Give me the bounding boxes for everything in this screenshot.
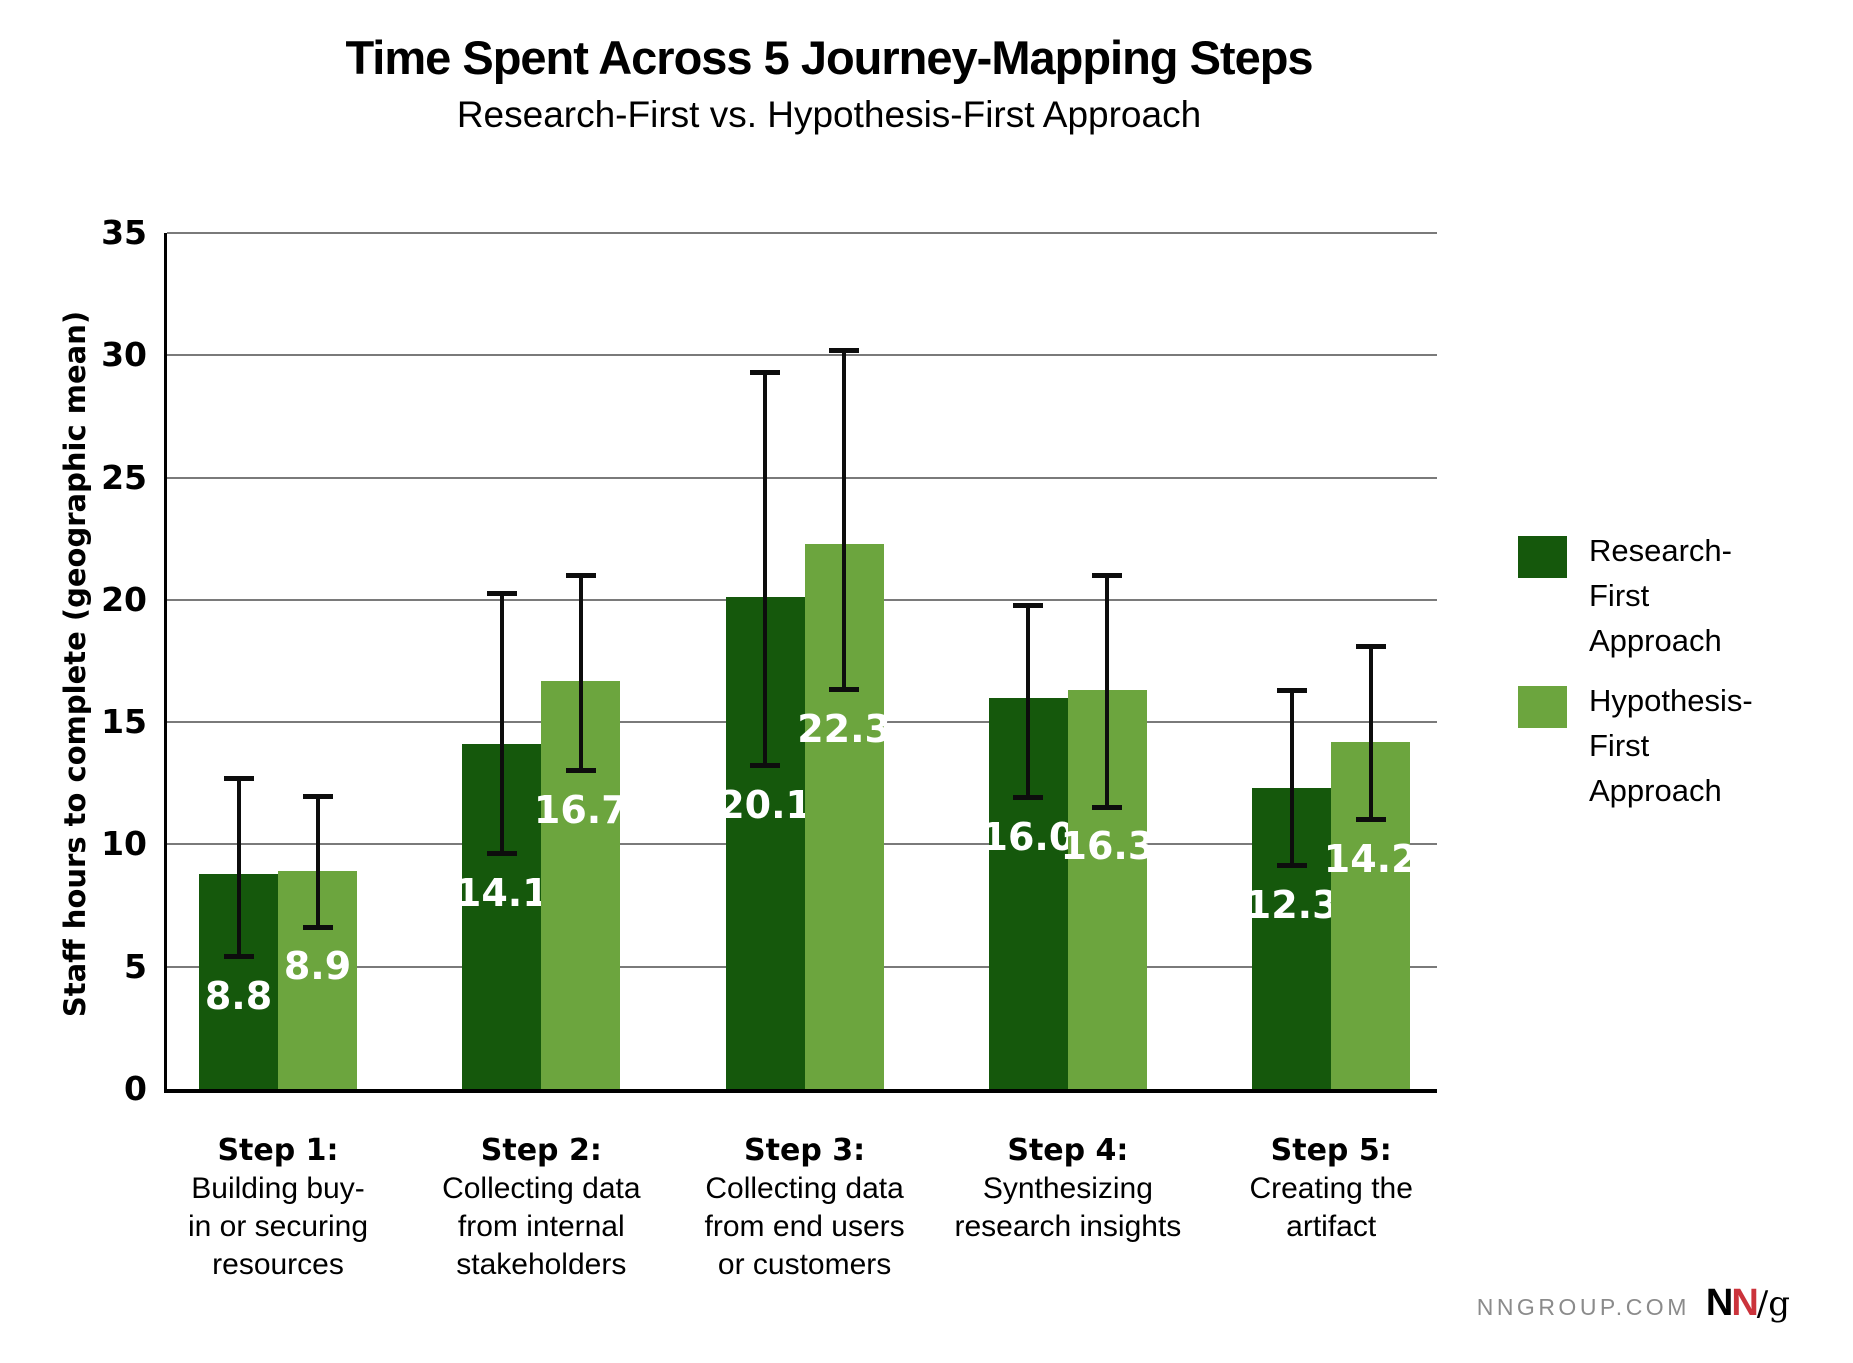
bar-value-label: 8.9 [283,944,352,989]
error-bar-step5-s1 [1368,646,1373,820]
footer-branding: NNGROUP.COM NN/g [1450,1282,1790,1325]
y-axis-label: Staff hours to complete (geographic mean… [58,310,92,1018]
x-category-step4: Step 4: Synthesizing research insights [918,1132,1218,1246]
x-category-step-number: Step 2: [480,1133,602,1168]
error-cap-bottom-step5-s1 [1355,816,1386,822]
x-category-text-line: Collecting data [705,1172,904,1205]
error-bar-step2-s0 [499,592,504,855]
y-tick-5: 5 [124,946,147,986]
error-bar-step2-s1 [578,575,583,772]
x-category-text-line: from end users [704,1210,905,1243]
legend-swatch-research-first [1518,536,1567,578]
bar-value-label: 16.0 [981,814,1076,859]
x-category-text-line: resources [212,1248,344,1281]
y-tick-25: 25 [101,457,147,497]
x-category-text-line: Creating the [1249,1172,1413,1205]
x-category-step1: Step 1: Building buy-in or securing resour… [128,1132,428,1284]
error-cap-bottom-step1-s0 [223,953,254,959]
y-tick-15: 15 [101,702,147,742]
error-cap-top-step3-s0 [750,370,781,376]
y-tick-20: 20 [101,579,147,619]
error-cap-bottom-step2-s0 [486,851,517,857]
bar-value-label: 12.3 [1244,883,1339,928]
error-cap-bottom-step3-s0 [750,763,781,769]
error-cap-top-step2-s1 [565,573,596,579]
x-category-text-line: stakeholders [456,1248,627,1281]
legend-item-hypothesis-first: Hypothesis-First Approach [1518,683,1753,813]
bar-value-label: 16.3 [1060,824,1155,869]
x-category-step2: Step 2: Collecting data from internal stake… [391,1132,691,1284]
error-cap-top-step1-s0 [223,776,254,782]
error-cap-bottom-step5-s0 [1276,863,1307,869]
x-category-step3: Step 3: Collecting data from end users or c… [655,1132,955,1284]
x-category-text-line: artifact [1286,1210,1377,1243]
error-bar-step3-s1 [842,350,847,691]
x-category-text-line: Building buy- [191,1172,365,1205]
y-tick-10: 10 [101,824,147,864]
error-cap-bottom-step1-s1 [302,924,333,930]
error-cap-top-step4-s0 [1013,602,1044,608]
y-tick-35: 35 [101,213,147,252]
bar-value-label: 16.7 [533,787,628,832]
error-bar-step3-s0 [763,372,768,767]
error-bar-step4-s1 [1105,575,1110,808]
error-bar-step5-s0 [1289,690,1294,867]
x-category-text-line: or customers [717,1248,892,1281]
error-cap-top-step2-s0 [486,590,517,596]
legend-label-research-first: Research-First Approach [1589,533,1732,658]
x-axis-line [164,1089,1437,1093]
gridline-y-35 [167,232,1437,234]
nng-logo: NN/g [1705,1282,1790,1324]
gridline-y-25 [167,476,1437,479]
chart-title: Time Spent Across 5 Journey-Mapping Step… [345,31,1313,84]
x-category-text-line: Synthesizing [982,1172,1153,1205]
bar-value-label: 8.8 [204,973,273,1018]
x-category-text-line: in or securing [187,1210,369,1243]
x-category-text-line: research insights [954,1210,1182,1243]
nngroup-site-text: NNGROUP.COM [1476,1294,1690,1320]
error-cap-bottom-step2-s1 [565,768,596,774]
bar-value-label: 14.1 [454,870,549,915]
error-bar-step1-s0 [236,778,241,957]
bar-value-label: 14.2 [1323,836,1418,881]
gridline-y-30 [167,354,1437,357]
x-category-step-number: Step 5: [1270,1133,1392,1168]
legend-label-hypothesis-first: Hypothesis-First Approach [1589,683,1753,808]
error-cap-top-step5-s1 [1355,644,1386,650]
legend-item-research-first: Research-First Approach [1518,533,1732,663]
error-cap-top-step5-s0 [1276,688,1307,694]
chart-subtitle: Research-First vs. Hypothesis-First Appr… [456,94,1202,135]
x-category-text-line: Collecting data [442,1172,641,1205]
error-cap-top-step1-s1 [302,793,333,799]
error-bar-step1-s1 [315,795,320,928]
error-bar-step4-s0 [1026,604,1031,798]
error-cap-bottom-step4-s1 [1092,804,1123,810]
x-category-text-line: from internal [457,1210,625,1243]
x-category-step-number: Step 1: [217,1133,339,1168]
y-tick-30: 30 [101,335,147,375]
bar-value-label: 20.1 [718,782,812,827]
x-category-step-number: Step 4: [1007,1133,1129,1168]
error-cap-top-step3-s1 [829,348,860,354]
y-tick-0: 0 [124,1069,147,1108]
x-category-step-number: Step 3: [744,1133,866,1168]
bar-value-label: 22.3 [797,706,891,751]
x-category-step5: Step 5: Creating the artifact [1181,1132,1481,1246]
error-cap-top-step4-s1 [1092,573,1123,579]
error-cap-bottom-step3-s1 [829,687,860,693]
legend-swatch-hypothesis-first [1518,686,1567,728]
error-cap-bottom-step4-s0 [1013,794,1044,800]
y-axis-line [164,233,167,1089]
